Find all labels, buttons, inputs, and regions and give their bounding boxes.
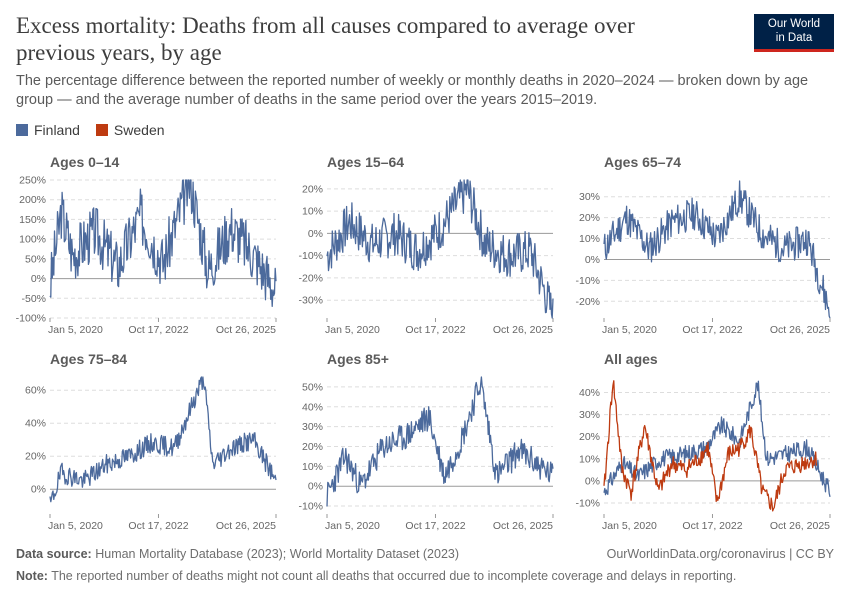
y-tick-label: 20% [579,212,600,224]
x-tick-label: Oct 17, 2022 [128,324,188,336]
x-tick-label: Jan 5, 2020 [602,520,657,532]
panel-title: Ages 15–64 [327,154,404,170]
y-tick-label: -10% [298,250,323,262]
y-tick-label: 50% [25,253,46,265]
y-tick-label: 0% [31,273,46,285]
logo-line-1: Our World [767,18,821,30]
x-tick-label: Oct 17, 2022 [128,520,188,532]
data-source: Data source: Human Mortality Database (2… [16,547,459,561]
panel-title: Ages 85+ [327,351,389,367]
y-tick-label: 10% [302,461,323,473]
chart-panel-2[interactable]: Ages 15–64 20% 10% 0% -10% -20% -30% Jan 5, 202… [298,154,554,336]
series-line-finland[interactable] [49,376,277,503]
legend-swatch-finland [16,124,28,136]
y-tick-label: 30% [579,409,600,421]
x-tick-label: Jan 5, 2020 [48,520,103,532]
y-tick-label: 0% [308,228,323,240]
x-tick-label: Jan 5, 2020 [48,324,103,336]
legend-label-sweden: Sweden [113,122,165,138]
y-tick-label: 20% [302,183,323,195]
y-tick-label: 40% [302,401,323,413]
y-tick-label: 0% [585,254,600,266]
panel-title: Ages 65–74 [604,154,681,170]
y-tick-label: 0% [308,481,323,493]
y-tick-label: -20% [575,296,600,308]
credit-link[interactable]: OurWorldinData.org/coronavirus | CC BY [606,547,834,561]
x-tick-label: Oct 17, 2022 [682,520,742,532]
y-tick-label: 0% [31,484,46,496]
series-line-finland[interactable] [49,179,277,307]
x-tick-label: Jan 5, 2020 [325,324,380,336]
chart-panel-6[interactable]: All ages 40% 30% 20% 10% 0% -10%Jan 5, 2020 Oct… [575,351,831,532]
y-tick-label: 150% [19,214,46,226]
y-tick-label: -20% [298,272,323,284]
data-source-label: Data source: [16,547,92,561]
x-tick-label: Oct 26, 2025 [770,520,830,532]
x-tick-label: Oct 26, 2025 [770,324,830,336]
y-tick-label: 20% [579,431,600,443]
chart-panel-1[interactable]: Ages 0–14 250% 200% 150% 100% 50% 0% -50% -100%J… [16,154,277,336]
y-tick-label: 0% [585,475,600,487]
y-tick-label: 20% [25,451,46,463]
x-tick-label: Oct 17, 2022 [405,520,465,532]
note-text: The reported number of deaths might not … [51,569,737,583]
footnote: Note: The reported number of deaths migh… [16,569,736,583]
legend-label-finland: Finland [34,122,80,138]
series-line-finland[interactable] [603,180,831,319]
y-tick-label: -10% [575,497,600,509]
y-tick-label: 20% [302,441,323,453]
note-label: Note: [16,569,48,583]
x-tick-label: Jan 5, 2020 [602,324,657,336]
x-tick-label: Oct 26, 2025 [493,520,553,532]
panel-title: Ages 0–14 [50,154,119,170]
y-tick-label: -50% [21,293,46,305]
y-tick-label: 10% [579,233,600,245]
legend-item-finland[interactable]: Finland [16,122,80,138]
panel-title: Ages 75–84 [50,351,127,367]
panel-title: All ages [604,351,658,367]
series-line-finland[interactable] [326,179,554,319]
y-tick-label: 60% [25,385,46,397]
x-tick-label: Oct 17, 2022 [682,324,742,336]
owid-logo[interactable]: Our World in Data [754,14,834,52]
chart-title: Excess mortality: Deaths from all causes… [16,13,635,65]
x-tick-label: Jan 5, 2020 [325,520,380,532]
series-line-sweden[interactable] [603,380,818,512]
y-tick-label: -100% [16,313,46,325]
y-tick-label: 10% [579,453,600,465]
y-tick-label: -30% [298,295,323,307]
x-tick-label: Oct 26, 2025 [216,520,276,532]
series-line-finland[interactable] [326,376,554,507]
logo-line-2: in Data [775,32,813,44]
chart-panel-5[interactable]: Ages 85+ 50% 40% 30% 20% 10% 0% -10%Jan 5, 2020… [298,351,554,532]
x-tick-label: Oct 26, 2025 [493,324,553,336]
legend: Finland Sweden [16,122,165,138]
y-tick-label: 200% [19,194,46,206]
chart-subtitle: The percentage difference between the re… [16,73,809,108]
x-tick-label: Oct 17, 2022 [405,324,465,336]
y-tick-label: 50% [302,381,323,393]
y-tick-label: -10% [298,501,323,513]
data-source-text[interactable]: Human Mortality Database (2023); World M… [95,547,460,561]
y-tick-label: 40% [579,387,600,399]
y-tick-label: 10% [302,206,323,218]
y-tick-label: 40% [25,418,46,430]
series-line-finland[interactable] [603,380,831,498]
chart-panel-4[interactable]: Ages 75–84 60% 40% 20% 0% Jan 5, 2020 Oct 17, … [25,351,277,532]
legend-item-sweden[interactable]: Sweden [95,122,165,138]
x-tick-label: Oct 26, 2025 [216,324,276,336]
y-tick-label: 250% [19,175,46,187]
y-tick-label: 30% [302,421,323,433]
chart-panel-3[interactable]: Ages 65–74 30% 20% 10% 0% -10% -20% Jan 5, 2020… [575,154,831,336]
y-tick-label: -10% [575,275,600,287]
y-tick-label: 100% [19,234,46,246]
legend-swatch-sweden [95,124,108,136]
y-tick-label: 30% [579,191,600,203]
